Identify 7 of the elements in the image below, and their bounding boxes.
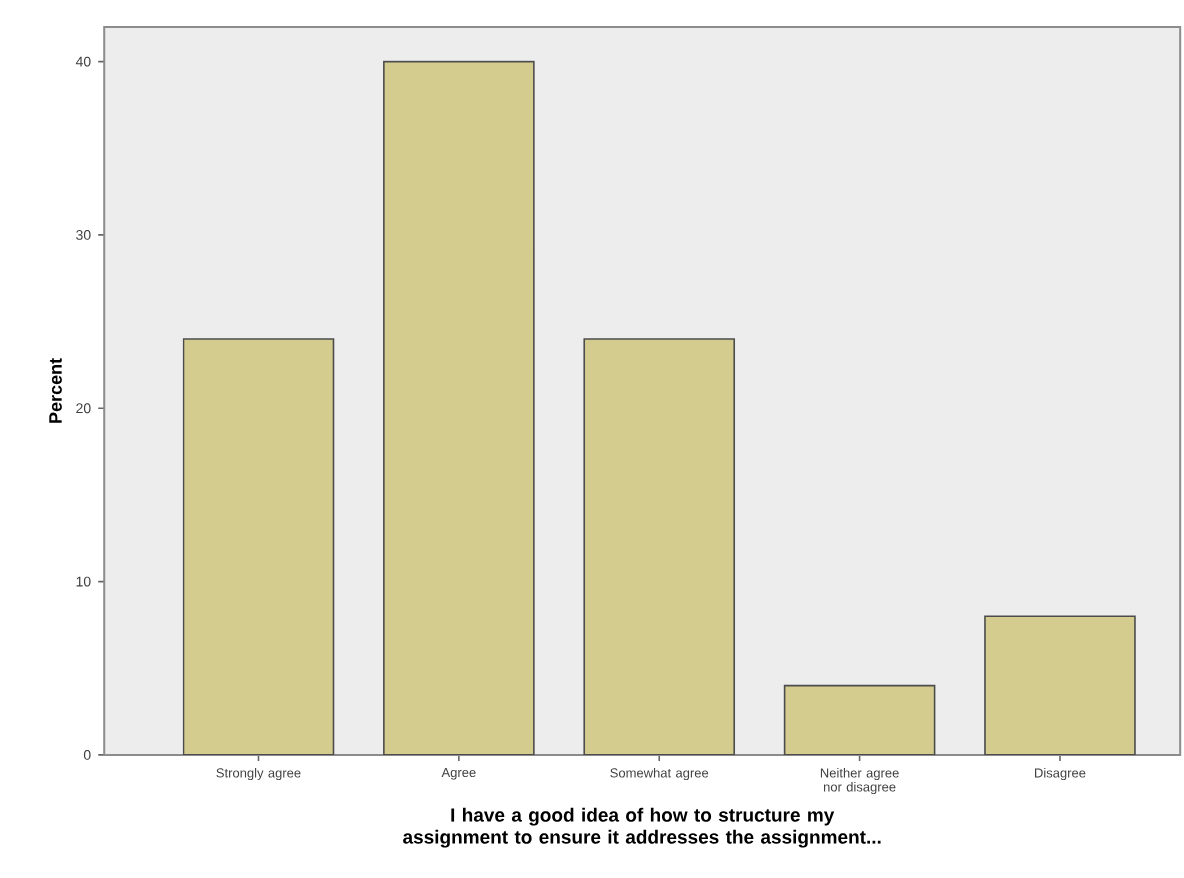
bar	[583, 338, 736, 755]
bar	[383, 60, 535, 755]
bar	[783, 684, 936, 755]
bar	[984, 615, 1136, 755]
y-axis-title: Percent	[49, 358, 62, 423]
x-axis-title: I have a good idea of how to structure my assignment to ensure it addresses the assignment...	[403, 807, 881, 848]
bar	[182, 338, 335, 755]
